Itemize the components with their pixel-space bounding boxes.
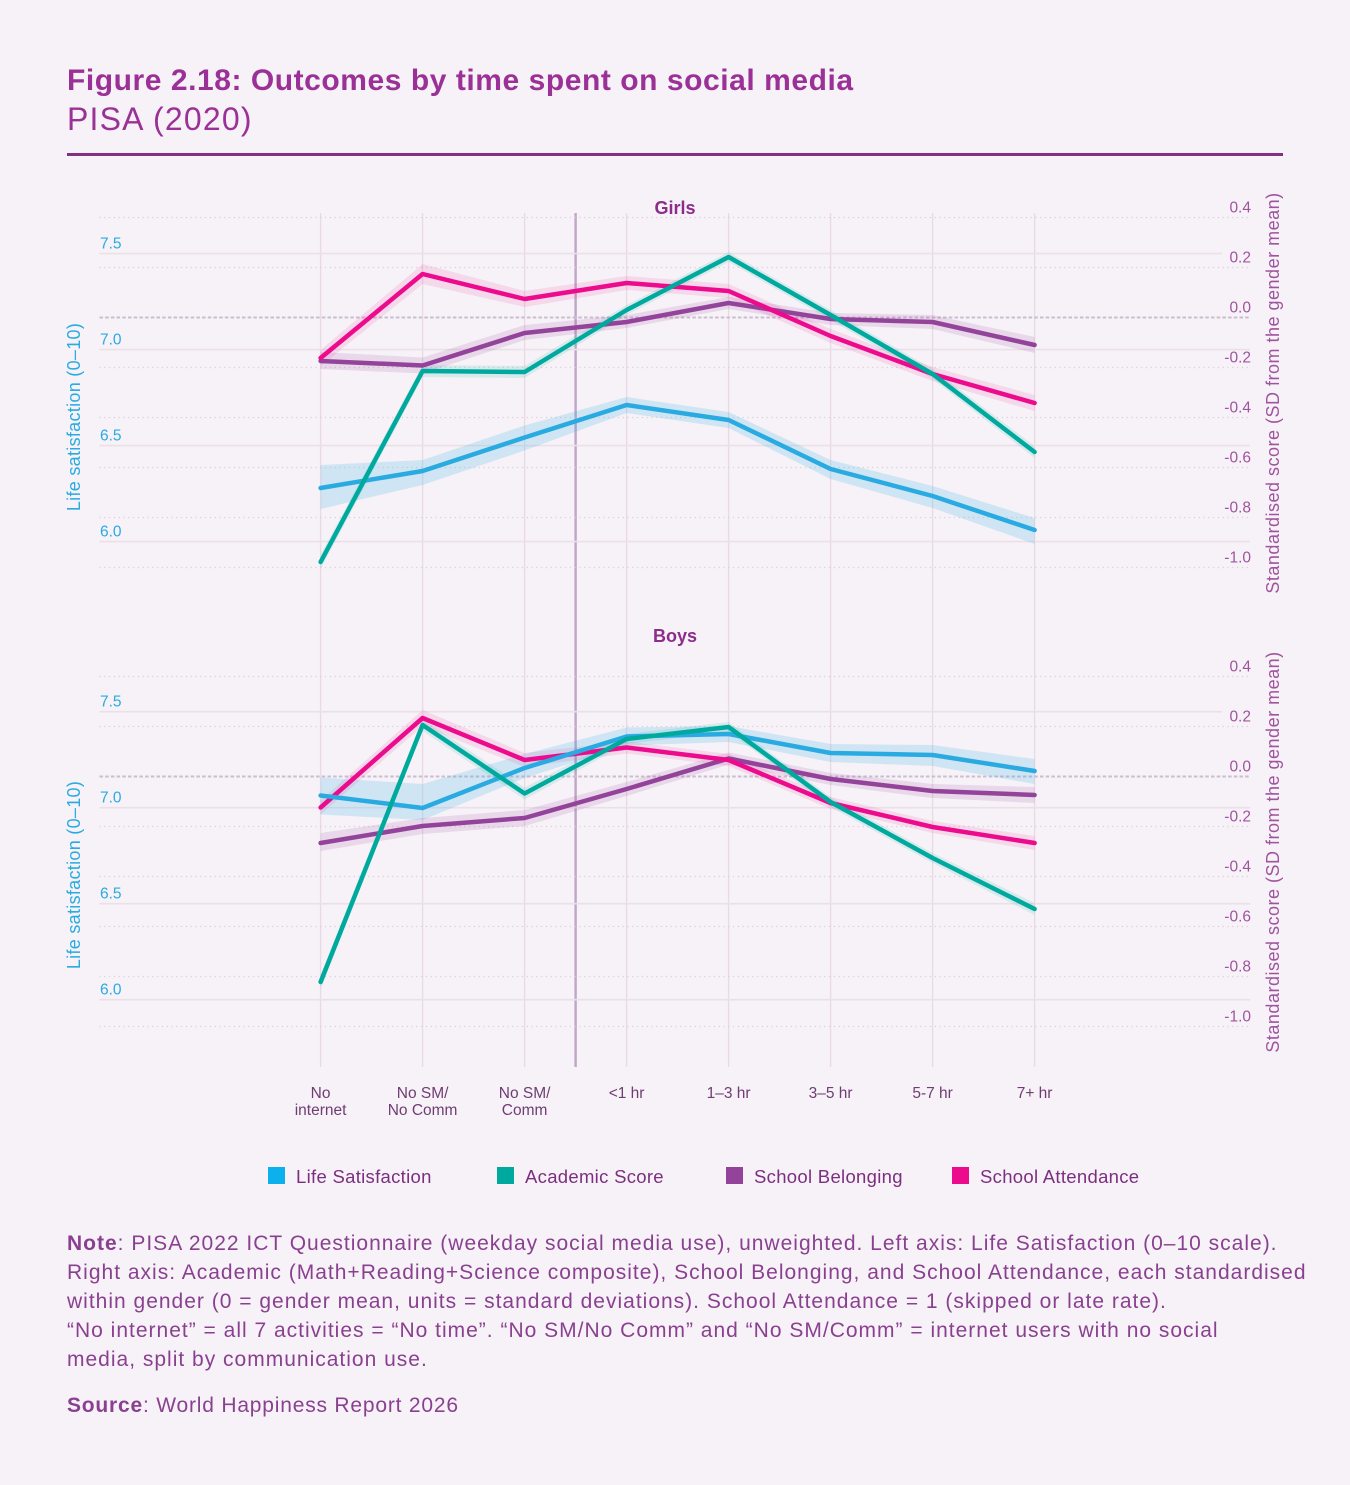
- svg-text:-0.2: -0.2: [1224, 349, 1251, 366]
- svg-text:1–3 hr: 1–3 hr: [707, 1085, 751, 1102]
- svg-text:6.0: 6.0: [100, 523, 122, 540]
- svg-text:0.4: 0.4: [1229, 199, 1251, 216]
- svg-text:0.2: 0.2: [1229, 708, 1251, 725]
- svg-text:Girls: Girls: [654, 198, 695, 218]
- svg-text:-0.8: -0.8: [1224, 958, 1251, 975]
- svg-text:0.0: 0.0: [1229, 758, 1251, 775]
- svg-text:0.4: 0.4: [1229, 658, 1251, 675]
- svg-text:7+ hr: 7+ hr: [1017, 1085, 1053, 1102]
- svg-text:School Attendance: School Attendance: [980, 1166, 1139, 1187]
- svg-text:Life Satisfaction: Life Satisfaction: [296, 1166, 432, 1187]
- svg-text:Academic Score: Academic Score: [525, 1166, 664, 1187]
- svg-text:Standardised score (SD from th: Standardised score (SD from the gender m…: [1263, 192, 1283, 593]
- svg-text:Standardised score (SD from th: Standardised score (SD from the gender m…: [1263, 651, 1283, 1052]
- svg-text:<1 hr: <1 hr: [609, 1085, 645, 1102]
- svg-text:-0.4: -0.4: [1224, 858, 1251, 875]
- svg-text:-1.0: -1.0: [1224, 1008, 1251, 1025]
- svg-text:No SM/: No SM/: [397, 1085, 449, 1102]
- svg-text:School Belonging: School Belonging: [754, 1166, 903, 1187]
- svg-text:-0.6: -0.6: [1224, 449, 1251, 466]
- svg-text:-0.2: -0.2: [1224, 808, 1251, 825]
- svg-text:Boys: Boys: [653, 626, 697, 646]
- svg-text:0.0: 0.0: [1229, 299, 1251, 316]
- svg-text:No SM/: No SM/: [499, 1085, 551, 1102]
- svg-text:Life satisfaction (0–10): Life satisfaction (0–10): [64, 323, 84, 511]
- svg-text:7.0: 7.0: [100, 790, 122, 807]
- svg-text:6.5: 6.5: [100, 886, 122, 903]
- svg-text:Life satisfaction (0–10): Life satisfaction (0–10): [64, 781, 84, 969]
- svg-text:6.0: 6.0: [100, 982, 122, 999]
- svg-text:3–5 hr: 3–5 hr: [809, 1085, 853, 1102]
- svg-text:-1.0: -1.0: [1224, 549, 1251, 566]
- svg-text:-0.6: -0.6: [1224, 908, 1251, 925]
- svg-text:6.5: 6.5: [100, 427, 122, 444]
- svg-text:7.5: 7.5: [100, 694, 122, 711]
- svg-text:-0.8: -0.8: [1224, 499, 1251, 516]
- svg-text:internet: internet: [295, 1102, 347, 1119]
- svg-text:No: No: [311, 1085, 331, 1102]
- svg-text:7.5: 7.5: [100, 235, 122, 252]
- svg-text:0.2: 0.2: [1229, 249, 1251, 266]
- svg-text:7.0: 7.0: [100, 331, 122, 348]
- svg-text:Comm: Comm: [502, 1102, 548, 1119]
- svg-text:No Comm: No Comm: [388, 1102, 458, 1119]
- svg-text:-0.4: -0.4: [1224, 399, 1251, 416]
- svg-text:5-7 hr: 5-7 hr: [912, 1085, 953, 1102]
